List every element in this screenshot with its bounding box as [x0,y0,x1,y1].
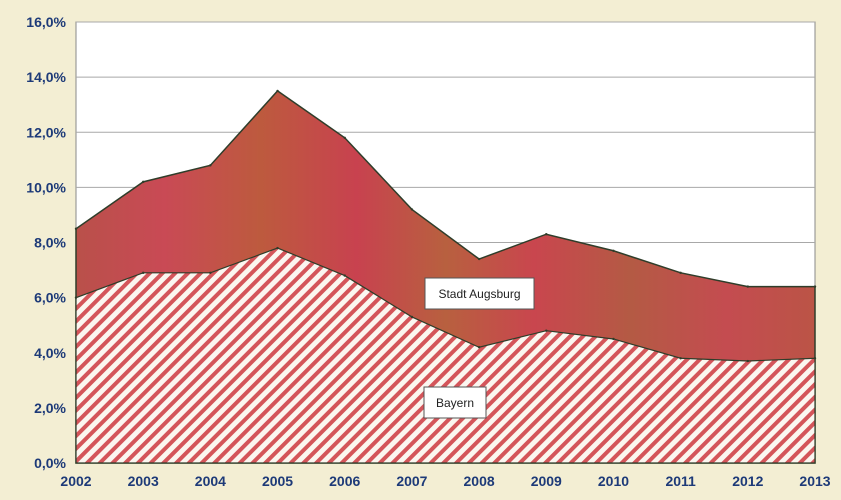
y-tick-label: 4,0% [34,345,66,361]
x-tick-label: 2002 [60,473,91,489]
y-tick-label: 10,0% [26,179,66,195]
x-tick-label: 2009 [531,473,562,489]
point-bayern-2011 [679,357,682,360]
point-stadt-augsburg-2009 [545,233,548,236]
x-tick-label: 2008 [464,473,495,489]
y-tick-label: 6,0% [34,290,66,306]
x-tick-label: 2011 [665,473,696,489]
point-bayern-2013 [813,357,817,360]
point-stadt-augsburg-2012 [746,285,750,288]
point-stadt-augsburg-2008 [477,257,481,261]
point-bayern-2002 [74,296,78,299]
x-tick-label: 2006 [329,473,360,489]
y-axis-labels: 0,0% 2,0% 4,0% 6,0% 8,0% 10,0% 12,0% 14,0% 16,0% [26,14,66,471]
area-series-group [74,89,817,464]
y-tick-label: 14,0% [26,69,66,85]
point-bayern-2008 [477,346,481,349]
series-label-bayern: Bayern [423,386,487,419]
y-tick-label: 12,0% [26,124,66,140]
x-axis-labels: 2002 2003 2004 2005 2006 2007 2008 2009 2010 2011… [60,473,830,489]
point-bayern-2009 [545,329,548,332]
point-bayern-2005 [276,246,279,250]
point-stadt-augsburg-2006 [343,136,346,139]
point-stadt-augsburg-2010 [612,249,615,252]
point-bayern-2007 [410,315,414,319]
point-bayern-2004 [209,271,212,275]
point-stadt-augsburg-2007 [410,208,414,211]
point-stadt-augsburg-2004 [209,164,212,167]
x-tick-label: 2012 [732,473,763,489]
x-tick-label: 2007 [396,473,427,489]
point-stadt-augsburg-2003 [141,180,145,184]
point-stadt-augsburg-2011 [679,271,682,275]
series-label-stadt-augsburg-text: Stadt Augsburg [438,287,520,301]
x-tick-label: 2010 [598,473,629,489]
series-label-stadt-augsburg: Stadt Augsburg [424,277,535,310]
x-tick-label: 2013 [799,473,830,489]
x-tick-label: 2004 [195,473,226,489]
point-stadt-augsburg-2005 [276,89,279,93]
y-tick-label: 0,0% [34,455,66,471]
series-label-bayern-text: Bayern [436,396,474,410]
point-bayern-2006 [343,274,346,277]
y-tick-label: 16,0% [26,14,66,30]
y-tick-label: 8,0% [34,235,66,251]
point-bayern-2003 [141,271,145,275]
point-stadt-augsburg-2002 [74,227,78,230]
point-bayern-2012 [746,359,750,363]
x-tick-label: 2005 [262,473,293,489]
y-tick-label: 2,0% [34,400,66,416]
point-bayern-2010 [612,337,615,341]
point-stadt-augsburg-2013 [813,285,817,288]
x-tick-label: 2003 [128,473,159,489]
